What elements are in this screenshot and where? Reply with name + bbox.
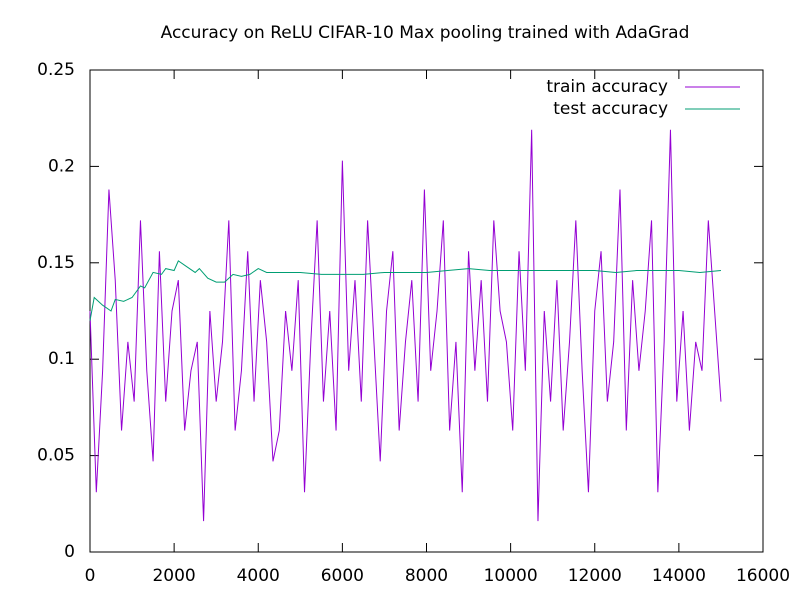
y-tick-label: 0.1: [48, 349, 75, 369]
series-line: [89, 260, 721, 321]
series-line: [89, 129, 722, 522]
x-tick-label: 4000: [237, 566, 280, 586]
x-tick-label: 2000: [152, 566, 195, 586]
y-tick-label: 0.2: [48, 156, 75, 176]
legend-label: test accuracy: [553, 99, 668, 119]
x-tick-label: 16000: [736, 566, 790, 586]
x-tick-label: 10000: [484, 566, 538, 586]
y-tick-label: 0.25: [37, 60, 75, 80]
y-tick-label: 0: [64, 542, 75, 562]
x-tick-label: 14000: [652, 566, 706, 586]
x-tick-label: 0: [85, 566, 96, 586]
y-tick-label: 0.05: [37, 446, 75, 466]
x-tick-label: 12000: [568, 566, 622, 586]
plot-border: [89, 69, 764, 553]
y-tick-label: 0.15: [37, 253, 75, 273]
chart-title: Accuracy on ReLU CIFAR-10 Max pooling tr…: [161, 23, 690, 43]
legend-label: train accuracy: [546, 77, 668, 97]
x-tick-label: 6000: [321, 566, 364, 586]
x-tick-label: 8000: [405, 566, 448, 586]
